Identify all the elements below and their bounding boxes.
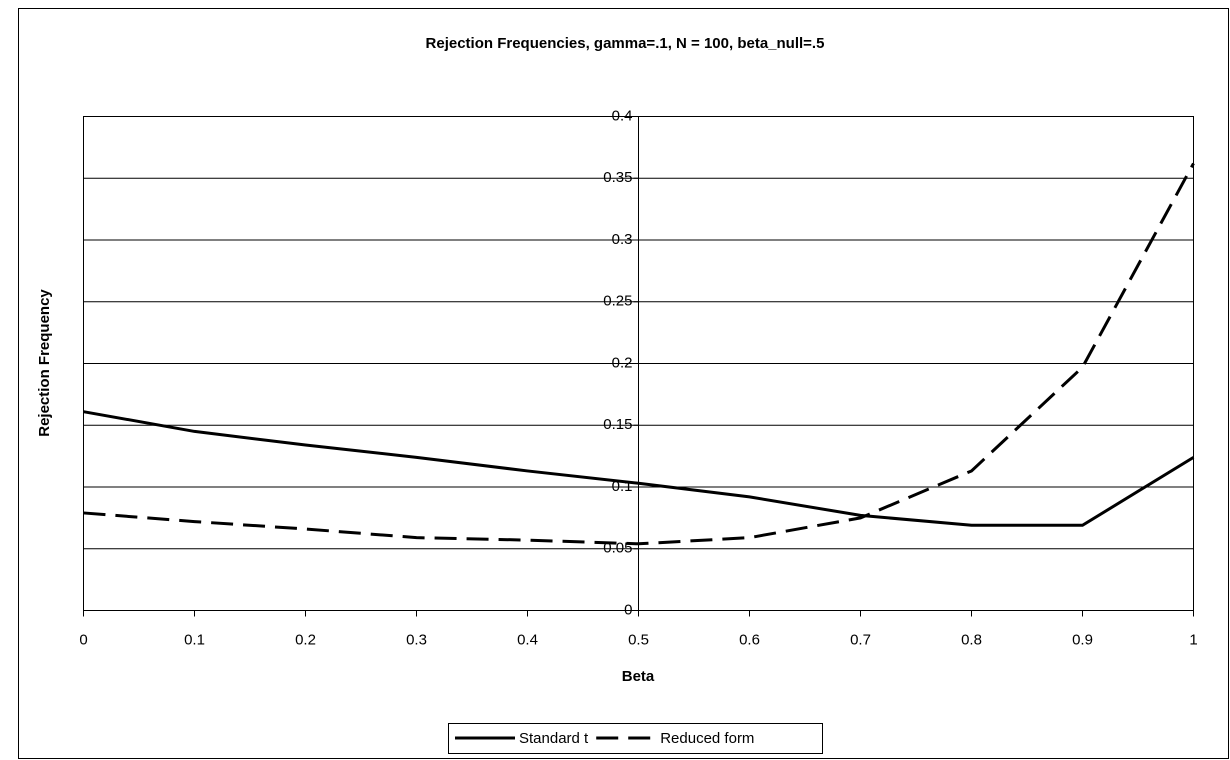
x-tick-label: 0.1 <box>184 631 205 648</box>
series-line <box>83 162 1195 546</box>
x-tick-label: 0.4 <box>517 631 538 648</box>
y-tick-label: 0.25 <box>603 293 632 310</box>
y-axis-label: Rejection Frequency <box>36 289 53 437</box>
legend-label: Standard t <box>519 730 589 747</box>
x-axis-label: Beta <box>622 668 655 685</box>
x-tick-label: 0.8 <box>961 631 982 648</box>
x-tick-label: 0.5 <box>628 631 649 648</box>
y-tick-label: 0.35 <box>603 169 632 186</box>
y-tick-label: 0 <box>624 601 632 618</box>
x-tick-label: 0.6 <box>739 631 760 648</box>
y-tick-label: 0.3 <box>612 231 633 248</box>
y-tick-label: 0.2 <box>612 354 633 371</box>
y-tick-label: 0.15 <box>603 416 632 433</box>
y-tick-label: 0.4 <box>612 107 633 124</box>
x-tick-label: 0.7 <box>850 631 871 648</box>
x-tick-label: 0.9 <box>1072 631 1093 648</box>
legend-label: Reduced form <box>660 730 754 747</box>
series-line <box>83 410 1195 527</box>
x-tick-label: 1 <box>1189 631 1197 648</box>
chart-title: Rejection Frequencies, gamma=.1, N = 100… <box>426 35 825 52</box>
x-tick-label: 0.2 <box>295 631 316 648</box>
x-tick-label: 0 <box>79 631 87 648</box>
x-tick-label: 0.3 <box>406 631 427 648</box>
